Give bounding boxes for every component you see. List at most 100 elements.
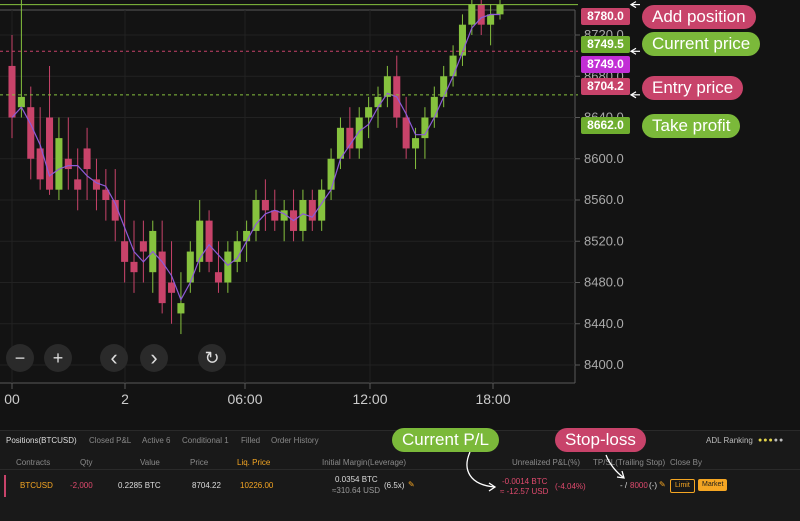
candle-body — [421, 117, 429, 139]
candle-body — [440, 76, 448, 97]
header-value: Value — [140, 458, 160, 467]
header-unrealized-pl: Unrealized P&L(%) — [512, 458, 581, 467]
candle-body — [102, 189, 110, 200]
candle-body — [92, 179, 100, 190]
candle-body — [496, 4, 504, 15]
candle-body — [111, 200, 119, 221]
scroll-right-button[interactable]: › — [140, 344, 168, 372]
header-qty: Qty — [80, 458, 93, 467]
y-tick-label: 8560.0 — [584, 192, 624, 207]
short-position-marker — [4, 475, 6, 497]
row-leverage: (6.5x) — [384, 481, 405, 490]
close-market-button[interactable]: Market — [698, 479, 728, 491]
y-tick-label: 8520.0 — [584, 233, 624, 248]
row-qty: -2,000 — [70, 481, 93, 490]
header-tp-sl: TP/SL(Trailing Stop) — [593, 458, 666, 467]
zoom-in-button[interactable]: + — [44, 344, 72, 372]
row-contract[interactable]: BTCUSD — [20, 481, 53, 490]
row-price: 8704.22 — [192, 481, 221, 490]
x-tick-label: 12:00 — [352, 391, 387, 407]
positions-panel: Positions(BTCUSD) Closed P&L Active 6 Co… — [0, 430, 800, 521]
header-contracts: Contracts — [16, 458, 51, 467]
candle-body — [383, 76, 391, 97]
add-position-price-tag: 8780.0 — [581, 8, 630, 25]
candle-body — [430, 96, 438, 118]
edit-margin-icon[interactable]: ✎ — [408, 480, 415, 489]
y-tick-label: 8440.0 — [584, 316, 624, 331]
close-limit-button[interactable]: Limit — [670, 479, 695, 493]
tab-active[interactable]: Active 6 — [142, 436, 171, 445]
row-stop-loss: 8000 — [630, 481, 648, 490]
candle-body — [402, 117, 410, 149]
adl-ranking-label: ADL Ranking — [706, 436, 753, 445]
x-tick-label: 06:00 — [227, 391, 262, 407]
take-profit-arrow-head — [629, 91, 637, 99]
row-trailing-stop: (-) — [649, 481, 657, 490]
x-tick-label: 2 — [121, 391, 129, 407]
edit-tpsl-icon[interactable]: ✎ — [659, 480, 666, 489]
row-pl-btc: -0.0014 BTC — [502, 477, 548, 486]
candle-body — [8, 65, 16, 118]
entry-price-arrow-head — [629, 47, 637, 55]
candle-body — [271, 210, 279, 221]
price-chart[interactable]: 8720.08680.08640.08600.08560.08520.08480… — [0, 0, 800, 452]
row-margin-usd: ≈310.64 USD — [332, 486, 380, 495]
row-take-profit: - / — [620, 481, 628, 490]
candle-body — [83, 148, 91, 170]
zoom-out-button[interactable]: − — [6, 344, 34, 372]
candle-body — [458, 24, 466, 56]
row-margin-btc: 0.0354 BTC — [335, 475, 378, 484]
y-tick-label: 8600.0 — [584, 151, 624, 166]
scroll-left-button[interactable]: ‹ — [100, 344, 128, 372]
x-tick-label: 18:00 — [475, 391, 510, 407]
candle-body — [374, 96, 382, 108]
y-tick-label: 8480.0 — [584, 275, 624, 290]
candle-body — [27, 107, 35, 159]
candle-body — [46, 117, 54, 190]
candle-body — [449, 55, 457, 77]
candle-body — [186, 251, 194, 283]
candle-body — [233, 241, 241, 262]
reset-chart-button[interactable]: ↻ — [198, 344, 226, 372]
candle-body — [336, 127, 344, 159]
row-pl-usd: ≈ -12.57 USD — [500, 487, 549, 496]
tab-closed-pl[interactable]: Closed P&L — [89, 436, 132, 445]
tab-conditional[interactable]: Conditional 1 — [182, 436, 229, 445]
candle-body — [17, 96, 25, 108]
candle-body — [158, 251, 166, 304]
candle-body — [74, 179, 82, 190]
candle-body — [280, 210, 288, 221]
header-close-by: Close By — [670, 458, 703, 467]
stop-loss-callout: Stop-loss — [555, 428, 646, 452]
candle-body — [168, 282, 176, 293]
candle-body — [252, 200, 260, 231]
tab-order-history[interactable]: Order History — [271, 436, 319, 445]
entry-price-tag: 8704.2 — [581, 78, 630, 95]
current-price-callout: Current price — [642, 32, 761, 56]
candle-body — [243, 230, 251, 242]
candle-body — [55, 138, 63, 190]
tab-positions[interactable]: Positions(BTCUSD) — [6, 436, 77, 445]
candle-body — [468, 4, 476, 25]
candle-body — [308, 200, 316, 221]
y-tick-label: 8400.0 — [584, 357, 624, 372]
add-position-callout: Add position — [642, 5, 756, 29]
take-profit-price-tag: 8662.0 — [581, 117, 630, 134]
candle-body — [365, 107, 373, 118]
candle-body — [130, 261, 138, 273]
candle-body — [196, 220, 204, 262]
x-tick-label: 00 — [4, 391, 20, 407]
candle-body — [177, 303, 185, 314]
candle-body — [205, 220, 213, 262]
row-liq-price: 10226.00 — [240, 481, 274, 490]
row-pl-percent: (-4.04%) — [555, 482, 586, 491]
tab-filled[interactable]: Filled — [241, 436, 261, 445]
candle-body — [121, 241, 129, 262]
candle-body — [214, 272, 222, 283]
header-liq-price: Liq. Price — [237, 458, 271, 467]
take-profit-callout: Take profit — [642, 114, 741, 138]
entry-price-callout: Entry price — [642, 76, 744, 100]
current-pl-callout: Current P/L — [392, 428, 499, 452]
current-price-arrow-head — [629, 1, 637, 9]
row-value: 0.2285 BTC — [118, 481, 161, 490]
